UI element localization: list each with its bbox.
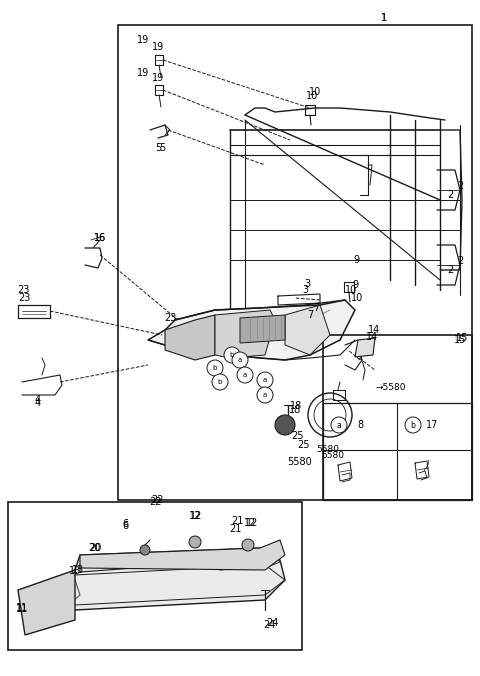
Text: 23: 23 — [18, 293, 30, 303]
Text: 18: 18 — [289, 405, 301, 415]
Text: 7: 7 — [313, 303, 319, 313]
Text: 24: 24 — [263, 620, 275, 630]
Text: 17: 17 — [426, 420, 438, 430]
Text: 23: 23 — [164, 313, 176, 323]
Text: 15: 15 — [456, 333, 468, 343]
Text: 9: 9 — [353, 255, 359, 265]
Text: 5580: 5580 — [288, 457, 312, 467]
Text: 3: 3 — [302, 285, 308, 295]
Text: 21: 21 — [231, 516, 243, 526]
Text: b: b — [230, 352, 234, 358]
Text: 12: 12 — [190, 511, 202, 521]
Circle shape — [331, 417, 347, 433]
Polygon shape — [215, 310, 275, 358]
Text: 20: 20 — [89, 543, 101, 553]
Text: 12: 12 — [244, 518, 256, 528]
Polygon shape — [165, 315, 215, 360]
Text: 12: 12 — [189, 511, 201, 521]
Text: 11: 11 — [16, 604, 28, 614]
Text: 10: 10 — [345, 285, 357, 295]
Text: 3: 3 — [304, 279, 310, 289]
Text: b: b — [410, 420, 415, 429]
Text: 10: 10 — [309, 87, 321, 97]
Text: 22: 22 — [149, 497, 161, 507]
Text: 15: 15 — [454, 335, 466, 345]
Bar — [323, 403, 472, 500]
Text: 19: 19 — [152, 42, 164, 52]
Polygon shape — [240, 315, 285, 343]
Circle shape — [257, 372, 273, 388]
Circle shape — [257, 387, 273, 403]
Circle shape — [207, 360, 223, 376]
Circle shape — [405, 417, 421, 433]
Text: b: b — [213, 365, 217, 371]
Text: b: b — [218, 379, 222, 385]
Circle shape — [140, 545, 150, 555]
Bar — [118, 25, 472, 500]
Circle shape — [224, 347, 240, 363]
Text: a: a — [238, 357, 242, 363]
Text: 14: 14 — [366, 332, 378, 342]
Text: 2: 2 — [447, 265, 453, 275]
Text: 23: 23 — [17, 285, 29, 295]
Polygon shape — [55, 548, 285, 610]
Text: 16: 16 — [94, 233, 106, 243]
Text: 1: 1 — [381, 13, 387, 23]
Text: 5: 5 — [155, 143, 161, 153]
Text: 13: 13 — [72, 565, 84, 575]
Polygon shape — [285, 305, 330, 355]
Text: 5580: 5580 — [316, 445, 339, 454]
Text: 24: 24 — [266, 618, 278, 628]
Text: 12: 12 — [246, 518, 258, 528]
Polygon shape — [148, 300, 355, 360]
Text: 20: 20 — [88, 543, 100, 553]
Polygon shape — [355, 338, 375, 357]
Text: a: a — [243, 372, 247, 378]
Text: 18: 18 — [290, 401, 302, 411]
Circle shape — [275, 415, 295, 435]
Text: 14: 14 — [368, 325, 380, 335]
Polygon shape — [18, 570, 75, 635]
Text: 2: 2 — [457, 256, 463, 266]
Text: 22: 22 — [152, 495, 164, 505]
Bar — [8, 502, 302, 650]
Text: 19: 19 — [137, 68, 149, 78]
Circle shape — [189, 536, 201, 548]
Text: 2: 2 — [447, 190, 453, 200]
Polygon shape — [80, 540, 285, 570]
Text: 9: 9 — [352, 280, 358, 290]
Text: 25: 25 — [292, 431, 304, 441]
Text: 4: 4 — [35, 398, 41, 408]
Text: 11: 11 — [16, 603, 28, 613]
Text: →5580: →5580 — [375, 383, 406, 393]
Text: 10: 10 — [306, 91, 318, 101]
Text: 2: 2 — [457, 181, 463, 191]
Text: 21: 21 — [229, 524, 241, 534]
Text: a: a — [336, 420, 341, 429]
Text: 4: 4 — [35, 395, 41, 405]
Text: 10: 10 — [351, 293, 363, 303]
Text: a: a — [263, 377, 267, 383]
Text: a: a — [263, 392, 267, 398]
Text: 6: 6 — [122, 519, 128, 529]
Text: 1: 1 — [381, 13, 387, 23]
Text: 25: 25 — [297, 440, 309, 450]
Text: 19: 19 — [137, 35, 149, 45]
Text: 7: 7 — [307, 310, 313, 320]
Text: 5580: 5580 — [322, 452, 345, 460]
Text: 13: 13 — [69, 566, 81, 576]
Text: 19: 19 — [152, 73, 164, 83]
Text: 6: 6 — [122, 521, 128, 531]
Text: 8: 8 — [357, 420, 363, 430]
Circle shape — [237, 367, 253, 383]
Circle shape — [212, 374, 228, 390]
Circle shape — [232, 352, 248, 368]
Text: 16: 16 — [94, 233, 106, 243]
Text: 5: 5 — [159, 143, 165, 153]
Circle shape — [242, 539, 254, 551]
Bar — [323, 335, 472, 500]
